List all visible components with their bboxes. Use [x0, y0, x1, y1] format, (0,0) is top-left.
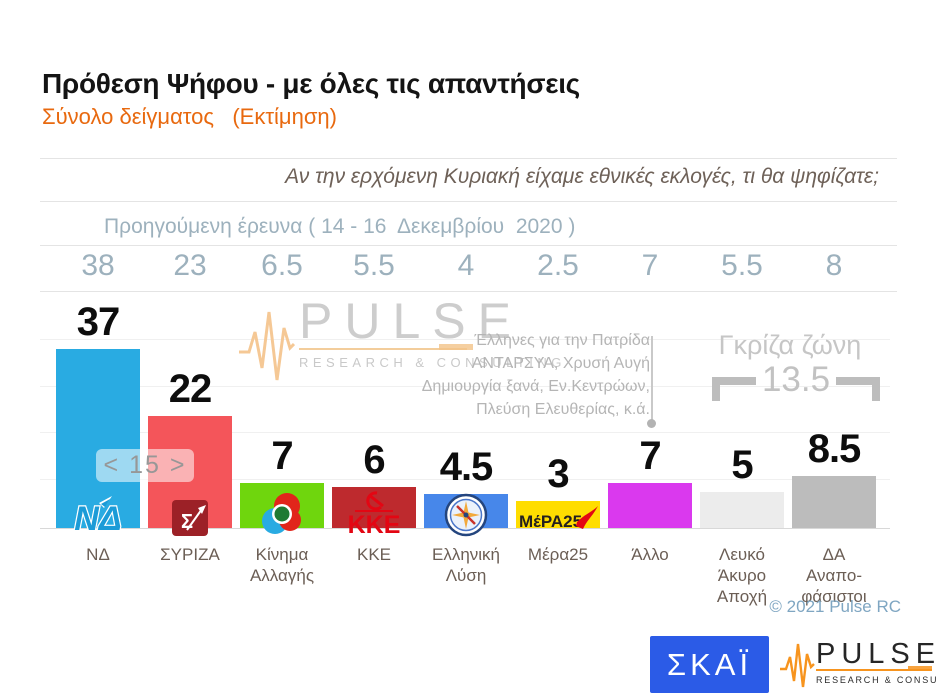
chart-column-syriza: 22 Σ	[144, 291, 236, 536]
kinima-allagis-logo-icon	[258, 489, 306, 537]
nd-logo-icon: ΝΔ	[65, 493, 131, 539]
gray-zone-value: 13.5	[761, 360, 831, 399]
category-label-lefko-akyro-apochi: Λευκό Άκυρο Αποχή	[716, 545, 768, 606]
separator-line	[40, 291, 897, 292]
previous-value-syriza: 23	[173, 249, 207, 282]
copyright-text: © 2021 Pulse RC	[769, 597, 901, 616]
pulse-tagline: RESEARCH & CONSULTING	[816, 675, 937, 685]
pulse-accent-line	[816, 666, 932, 671]
syriza-logo-icon: Σ	[171, 499, 209, 537]
previous-value-allo: 7	[641, 249, 659, 282]
chart-column-lefko-akyro-apochi: 5	[696, 291, 788, 528]
skai-logo: ΣΚΑΪ	[650, 636, 769, 693]
other-parties-note-line: ΑΝΤΑΡΣΥΑ, Χρυσή Αυγή	[471, 355, 650, 372]
chart-column-elliniki-lysi: 4.5	[420, 291, 512, 537]
previous-value-lefko-akyro-apochi: 5.5	[721, 249, 763, 282]
chart-column-mera25: 3 ΜέΡΑ25	[512, 291, 604, 531]
note-pointer-line	[651, 336, 653, 420]
note-pointer-dot	[647, 419, 656, 428]
category-label-nd: ΝΔ	[86, 545, 110, 564]
skai-logo-text: ΣΚΑΪ	[666, 646, 753, 682]
svg-text:ΜέΡΑ25: ΜέΡΑ25	[519, 512, 582, 531]
bar-nd	[56, 349, 140, 528]
chart-column-kinima-allagis: 7	[236, 291, 328, 534]
category-label-syriza: ΣΥΡΙΖΑ	[160, 545, 220, 564]
pulse-brand-name: PULSE	[816, 638, 937, 670]
chart-column-allo: 7	[604, 291, 696, 528]
bar-value-kinima-allagis: 7	[271, 434, 293, 478]
pulse-waveform-icon	[780, 643, 815, 688]
gray-zone-label: Γκρίζα ζώνη	[718, 330, 862, 360]
nd-syriza-gap-badge: < 15 >	[96, 449, 194, 482]
gridline	[40, 386, 890, 387]
pulse-logo: PULSE RESEARCH & CONSULTING	[779, 638, 937, 688]
category-label-elliniki-lysi: Ελληνική Λύση	[431, 545, 501, 585]
category-labels-row: ΝΔ ΣΥΡΙΖΑ Κίνημα Αλλαγής ΚΚΕ Ελληνική Λύση Μέ…	[52, 544, 880, 607]
gray-zone-bracket-right	[836, 377, 880, 401]
other-parties-note: Έλληνες για την Πατρίδα ΑΝΤΑΡΣΥΑ, Χρυσή Α…	[422, 329, 650, 421]
gridline	[40, 479, 890, 480]
bar-value-lefko-akyro-apochi: 5	[731, 443, 753, 487]
category-label-kinima-allagis: Κίνημα Αλλαγής	[249, 545, 315, 585]
previous-value-kke: 5.5	[353, 249, 395, 282]
watermark-accent-mark	[439, 344, 473, 350]
bar-value-elliniki-lysi: 4.5	[439, 445, 494, 489]
bar-value-syriza: 22	[168, 367, 212, 411]
previous-survey-label: Προηγούμενη έρευνα ( 14 - 16 Δεκεμβρίου …	[104, 215, 576, 238]
svg-text:ΚΚΕ: ΚΚΕ	[348, 511, 401, 537]
category-label-kke: ΚΚΕ	[356, 545, 392, 564]
watermark-accent-line	[299, 344, 473, 350]
bar-value-da-anapofasistoi: 8.5	[807, 427, 862, 471]
previous-value-nd: 38	[81, 249, 115, 282]
kke-logo-icon: ΚΚΕ	[347, 489, 401, 539]
elliniki-lysi-logo-icon	[444, 493, 488, 537]
bar-value-allo: 7	[639, 434, 661, 478]
previous-value-kinima-allagis: 6.5	[261, 249, 303, 282]
category-label-allo: Άλλο	[631, 545, 669, 564]
bar-value-nd: 37	[76, 300, 120, 344]
previous-value-da-anapofasistoi: 8	[825, 249, 843, 282]
mera25-logo-icon: ΜέΡΑ25	[517, 505, 599, 537]
bar-da-anapofasistoi	[792, 476, 876, 528]
bar-value-mera25: 3	[547, 452, 569, 496]
chart-column-kke: 6 ΚΚΕ	[328, 291, 420, 539]
previous-survey-values-row: 38 23 6.5 5.5 4 2.5 7 5.5 8	[52, 249, 880, 283]
chart-column-nd: 37 ΝΔ	[52, 291, 144, 539]
bar-value-kke: 6	[363, 438, 385, 482]
gray-zone-bracket-left	[712, 377, 756, 401]
category-label-da-anapofasistoi: ΔΑ Αναπο- φάσιστοι	[801, 545, 867, 606]
gridline	[40, 432, 890, 433]
page-title: Πρόθεση Ψήφου - με όλες τις απαντήσεις	[42, 68, 580, 99]
bar-allo	[608, 483, 692, 528]
category-label-mera25: Μέρα25	[527, 545, 589, 564]
other-parties-note-line: Δημιουργία ξανά, Εν.Κεντρώων,	[421, 378, 650, 395]
page-subtitle: Σύνολο δείγματος (Εκτίμηση)	[42, 104, 337, 129]
bar-chart: 37 ΝΔ 22 Σ 7 6 ΚΚΕ 4.5 3 ΜέΡΑ25 7 5 8.5	[52, 291, 880, 539]
previous-value-elliniki-lysi: 4	[457, 249, 475, 282]
bar-lefko-akyro-apochi	[700, 492, 784, 528]
other-parties-note-line: Πλεύση Ελευθερίας, κ.ά.	[476, 401, 650, 418]
separator-line	[40, 245, 897, 246]
pulse-accent-mark	[908, 666, 932, 670]
pulse-waveform-icon	[239, 311, 295, 381]
separator-line	[40, 201, 897, 202]
bar-mera25	[516, 501, 600, 528]
previous-value-mera25: 2.5	[537, 249, 579, 282]
gridline	[40, 339, 890, 340]
separator-line	[40, 158, 897, 159]
svg-text:ΝΔ: ΝΔ	[74, 500, 121, 537]
survey-question: Αν την ερχόμενη Κυριακή είχαμε εθνικές ε…	[285, 165, 879, 188]
chart-column-da-anapofasistoi: 8.5	[788, 291, 880, 528]
other-parties-note-line: Έλληνες για την Πατρίδα	[474, 332, 650, 349]
